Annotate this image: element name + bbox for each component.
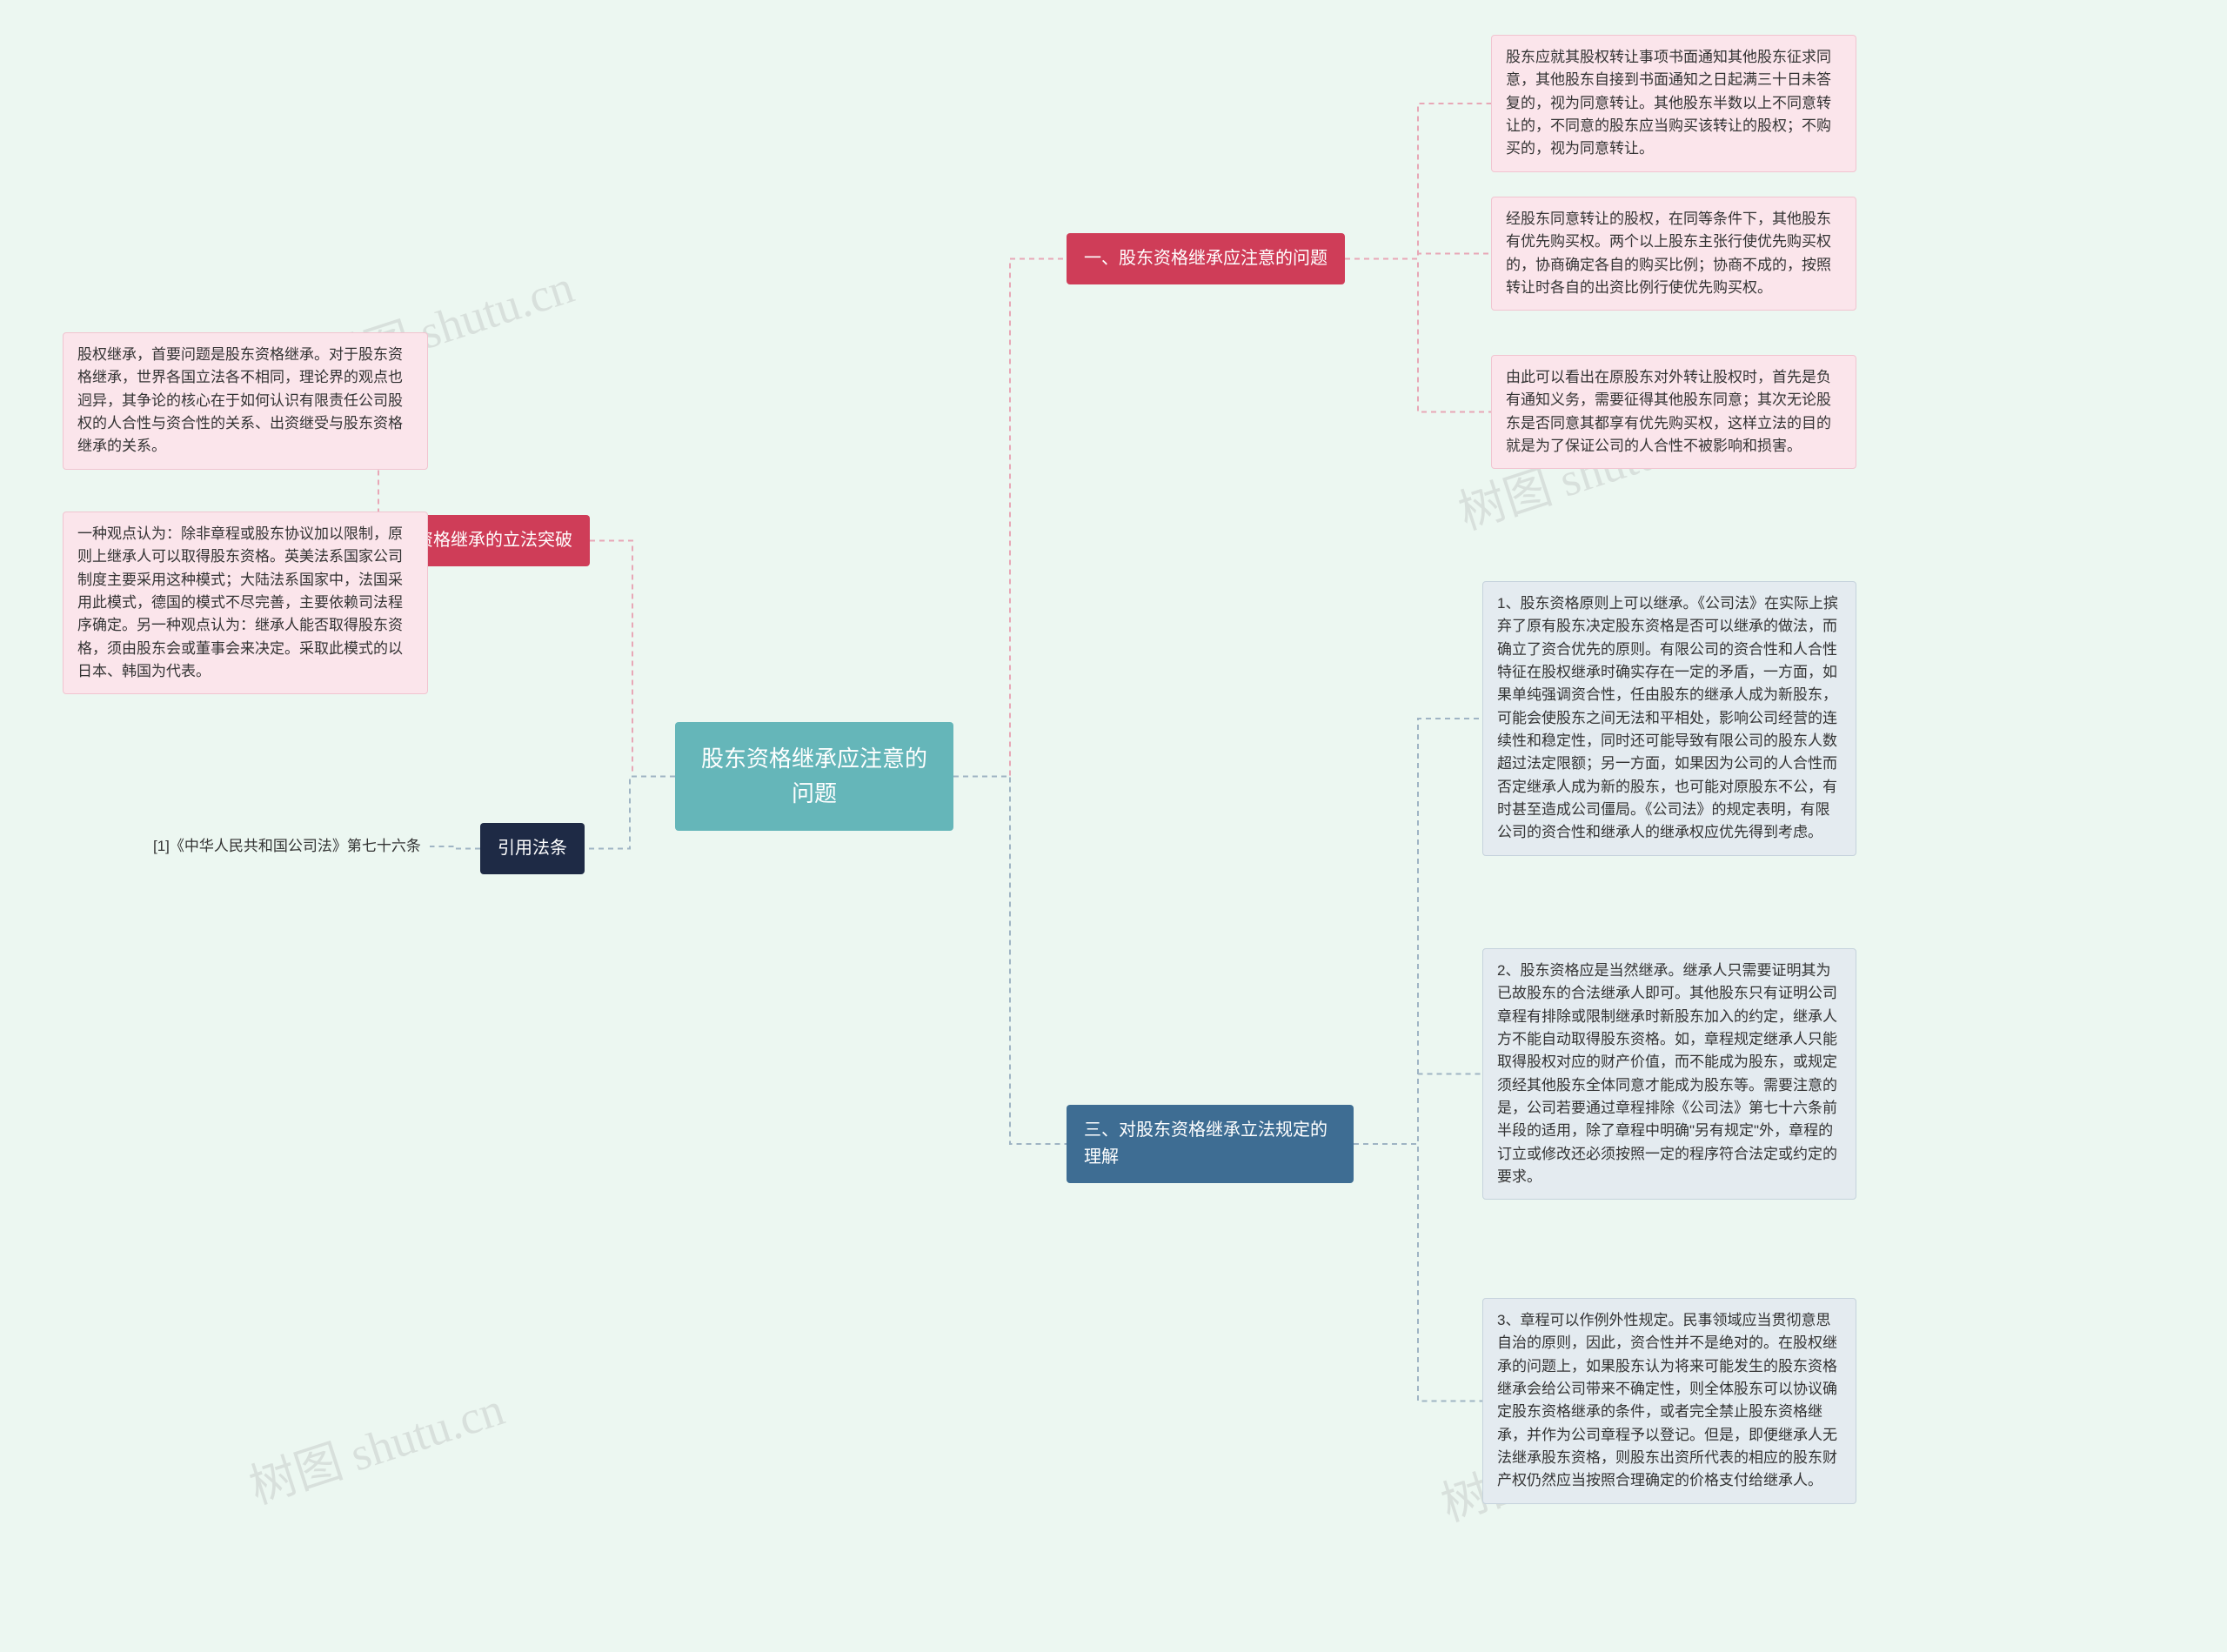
leaf-three-c[interactable]: 3、章程可以作例外性规定。民事领域应当贯彻意思自治的原则，因此，资合性并不是绝对… (1482, 1298, 1856, 1504)
leaf-one-b[interactable]: 经股东同意转让的股权，在同等条件下，其他股东有优先购买权。两个以上股东主张行使优… (1491, 197, 1856, 311)
branch-three[interactable]: 三、对股东资格继承立法规定的理解 (1067, 1105, 1354, 1183)
branch-reference[interactable]: 引用法条 (480, 823, 585, 874)
leaf-three-b[interactable]: 2、股东资格应是当然继承。继承人只需要证明其为已故股东的合法继承人即可。其他股东… (1482, 948, 1856, 1200)
leaf-one-a[interactable]: 股东应就其股权转让事项书面通知其他股东征求同意，其他股东自接到书面通知之日起满三… (1491, 35, 1856, 172)
branch-one[interactable]: 一、股东资格继承应注意的问题 (1067, 233, 1345, 284)
root-node[interactable]: 股东资格继承应注意的问题 (675, 722, 953, 831)
leaf-one-c[interactable]: 由此可以看出在原股东对外转让股权时，首先是负有通知义务，需要征得其他股东同意；其… (1491, 355, 1856, 469)
watermark: 树图 shutu.cn (239, 1370, 512, 1517)
leaf-two-a[interactable]: 股权继承，首要问题是股东资格继承。对于股东资格继承，世界各国立法各不相同，理论界… (63, 332, 428, 470)
leaf-reference-a[interactable]: [1]《中华人民共和国公司法》第七十六条 (144, 823, 430, 870)
leaf-two-b[interactable]: 一种观点认为：除非章程或股东协议加以限制，原则上继承人可以取得股东资格。英美法系… (63, 512, 428, 694)
leaf-three-a[interactable]: 1、股东资格原则上可以继承。《公司法》在实际上摈弃了原有股东决定股东资格是否可以… (1482, 581, 1856, 856)
